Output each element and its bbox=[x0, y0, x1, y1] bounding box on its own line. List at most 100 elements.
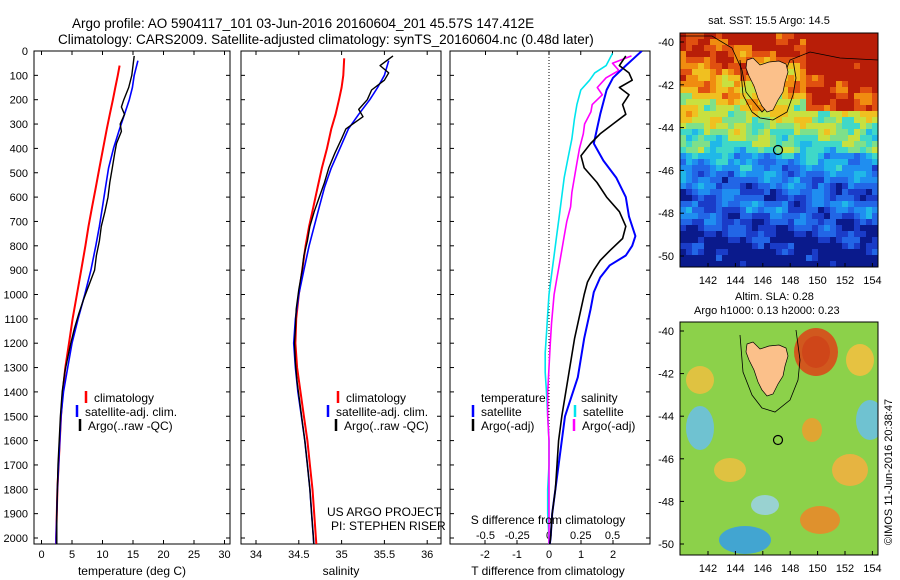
sst-cell bbox=[764, 135, 770, 141]
salinity-panel-frame bbox=[240, 50, 442, 545]
sst-cell bbox=[752, 237, 758, 243]
sst-cell bbox=[854, 81, 860, 87]
sst-cell bbox=[740, 243, 746, 249]
sst-cell bbox=[866, 135, 872, 141]
sst-cell bbox=[698, 57, 704, 63]
sst-cell bbox=[686, 261, 692, 267]
sst-cell bbox=[716, 93, 722, 99]
sst-cell bbox=[848, 159, 854, 165]
sst-cell bbox=[752, 123, 758, 129]
sst-cell bbox=[776, 237, 782, 243]
sst-cell bbox=[698, 123, 704, 129]
sst-cell bbox=[830, 195, 836, 201]
sst-cell bbox=[812, 153, 818, 159]
sst-cell bbox=[758, 147, 764, 153]
sst-cell bbox=[758, 177, 764, 183]
s-difference-tick-label: -0.5 bbox=[476, 530, 495, 542]
sst-cell bbox=[752, 225, 758, 231]
sst-cell bbox=[872, 69, 878, 75]
sst-cell bbox=[854, 153, 860, 159]
sst-cell bbox=[836, 45, 842, 51]
sst-cell bbox=[836, 165, 842, 171]
sst-cell bbox=[824, 195, 830, 201]
sst-cell bbox=[836, 255, 842, 261]
sst-cell bbox=[860, 147, 866, 153]
sst-cell bbox=[800, 159, 806, 165]
sst-cell bbox=[698, 159, 704, 165]
sst-cell bbox=[818, 189, 824, 195]
sla-map-frame bbox=[679, 321, 879, 556]
sst-cell bbox=[830, 189, 836, 195]
sst-cell bbox=[818, 261, 824, 267]
sst-cell bbox=[836, 105, 842, 111]
sst-cell bbox=[818, 57, 824, 63]
sst-cell bbox=[788, 75, 794, 81]
sst-cell bbox=[818, 117, 824, 123]
legend-label-satellite: satellite-adj. clim. bbox=[336, 405, 428, 419]
sst-cell bbox=[824, 255, 830, 261]
sst-cell bbox=[740, 231, 746, 237]
sst-cell bbox=[740, 75, 746, 81]
sst-cell bbox=[812, 177, 818, 183]
sst-cell bbox=[716, 231, 722, 237]
sst-cell bbox=[788, 69, 794, 75]
sst-cell bbox=[734, 153, 740, 159]
sst-cell bbox=[746, 189, 752, 195]
sst-cell bbox=[722, 99, 728, 105]
sst-cell bbox=[818, 93, 824, 99]
sst-cell bbox=[752, 141, 758, 147]
sst-cell bbox=[872, 219, 878, 225]
sst-cell bbox=[722, 243, 728, 249]
sst-cell bbox=[872, 249, 878, 255]
sst-cell bbox=[728, 237, 734, 243]
sst-argo-marker bbox=[772, 144, 784, 156]
sst-cell bbox=[824, 147, 830, 153]
sst-cell bbox=[854, 135, 860, 141]
sst-cell bbox=[704, 45, 710, 51]
sst-cell bbox=[764, 141, 770, 147]
sst-cell bbox=[794, 195, 800, 201]
sst-cell bbox=[800, 183, 806, 189]
sst-cell bbox=[836, 207, 842, 213]
sst-cell bbox=[752, 183, 758, 189]
sst-cell bbox=[824, 111, 830, 117]
sst-cell bbox=[800, 225, 806, 231]
sst-cell bbox=[860, 243, 866, 249]
sst-cell bbox=[800, 87, 806, 93]
sst-cell bbox=[818, 171, 824, 177]
map-lat-tick-label: -44 bbox=[658, 411, 674, 423]
sst-cell bbox=[704, 237, 710, 243]
sst-cell bbox=[746, 207, 752, 213]
sst-cell bbox=[710, 231, 716, 237]
sst-cell bbox=[806, 117, 812, 123]
sst-cell bbox=[836, 51, 842, 57]
sst-cell bbox=[836, 261, 842, 267]
sst-cell bbox=[812, 39, 818, 45]
sst-cell bbox=[836, 99, 842, 105]
sst-cell bbox=[734, 99, 740, 105]
sst-cell bbox=[812, 243, 818, 249]
sst-cell bbox=[740, 249, 746, 255]
sst-cell bbox=[692, 153, 698, 159]
sst-cell bbox=[800, 105, 806, 111]
sst-cell bbox=[782, 45, 788, 51]
sst-cell bbox=[680, 237, 686, 243]
sst-cell bbox=[746, 33, 752, 39]
sst-cell bbox=[698, 177, 704, 183]
sst-cell bbox=[806, 45, 812, 51]
sst-cell bbox=[872, 237, 878, 243]
sst-cell bbox=[782, 213, 788, 219]
depth-tick-label: 800 bbox=[10, 241, 28, 253]
sst-cell bbox=[866, 81, 872, 87]
sst-cell bbox=[746, 135, 752, 141]
sst-cell bbox=[782, 225, 788, 231]
sst-cell bbox=[836, 177, 842, 183]
sst-cell bbox=[740, 195, 746, 201]
sst-cell bbox=[842, 69, 848, 75]
sst-cell bbox=[704, 123, 710, 129]
sst-cell bbox=[788, 207, 794, 213]
sst-cell bbox=[842, 39, 848, 45]
sst-cell bbox=[812, 225, 818, 231]
sst-cell bbox=[776, 51, 782, 57]
sst-cell bbox=[680, 165, 686, 171]
